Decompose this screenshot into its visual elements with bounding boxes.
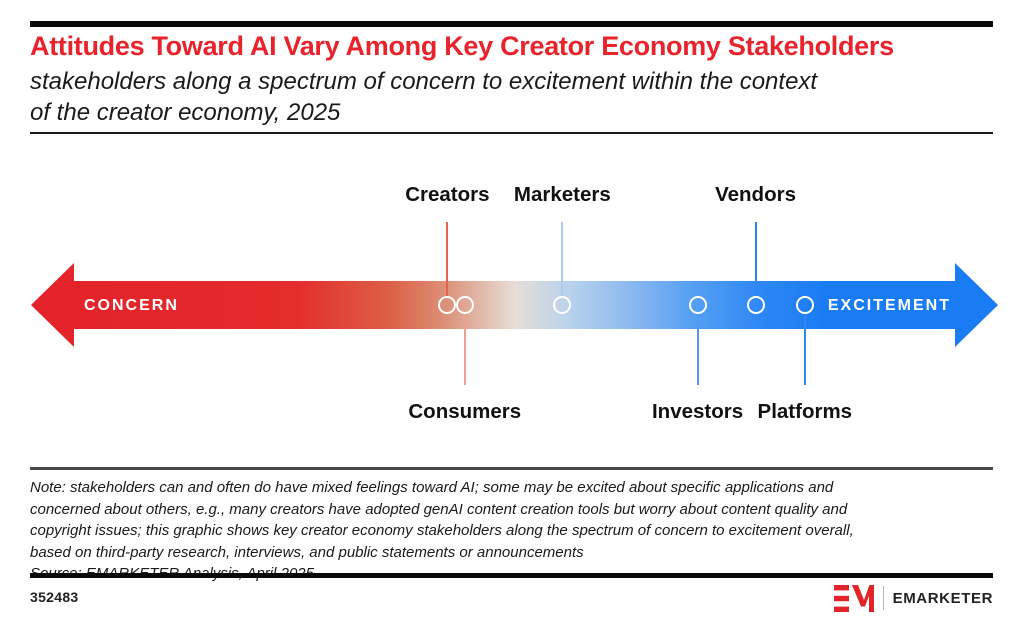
excitement-arrowhead-icon	[955, 263, 998, 347]
marker-circle-marketers	[553, 296, 572, 314]
footnote-line: Note: stakeholders can and often do have…	[30, 479, 834, 496]
connector-line-platforms	[803, 314, 806, 385]
brand-divider	[882, 586, 884, 610]
emarketer-brand: EMARKETER	[833, 584, 993, 612]
page-subtitle-line1: stakeholders along a spectrum of concern…	[30, 68, 818, 95]
connector-line-creators	[446, 222, 449, 296]
spectrum-gradient-bar	[73, 281, 956, 329]
marker-circle-creators	[438, 296, 457, 314]
page-subtitle-line2: of the creator economy, 2025	[30, 99, 341, 126]
page-subtitle: stakeholders along a spectrum of concern…	[30, 66, 817, 128]
marker-circle-platforms	[795, 296, 814, 314]
header-divider	[30, 132, 993, 134]
stakeholder-label-creators: Creators	[405, 183, 490, 206]
axis-label-concern: CONCERN	[84, 297, 179, 314]
stakeholder-label-platforms: Platforms	[757, 400, 853, 423]
footnote: Note: stakeholders can and often do have…	[30, 477, 854, 585]
chart-id: 352483	[30, 589, 79, 605]
connector-line-marketers	[561, 222, 564, 296]
page-title: Attitudes Toward AI Vary Among Key Creat…	[30, 31, 894, 61]
brand-name: EMARKETER	[892, 589, 993, 607]
marker-circle-investors	[688, 296, 707, 314]
emarketer-logo-icon	[833, 584, 874, 612]
connector-line-vendors	[754, 222, 757, 296]
footer-rule	[30, 573, 993, 578]
footnote-line: copyright issues; this graphic shows key…	[30, 522, 854, 539]
concern-arrowhead-icon	[31, 263, 74, 347]
stakeholder-label-consumers: Consumers	[408, 400, 522, 423]
note-divider	[30, 467, 993, 470]
connector-line-investors	[696, 314, 699, 385]
stakeholder-label-marketers: Marketers	[513, 183, 611, 206]
stakeholder-label-investors: Investors	[651, 400, 744, 423]
axis-label-excitement: EXCITEMENT	[827, 297, 951, 314]
stakeholder-label-vendors: Vendors	[715, 183, 796, 206]
footnote-line: concerned about others, e.g., many creat…	[30, 500, 848, 518]
top-rule	[30, 21, 993, 27]
footnote-line: based on third-party research, interview…	[30, 543, 584, 561]
connector-line-consumers	[463, 314, 466, 385]
marker-circle-vendors	[746, 296, 765, 314]
marker-circle-consumers	[455, 296, 474, 314]
